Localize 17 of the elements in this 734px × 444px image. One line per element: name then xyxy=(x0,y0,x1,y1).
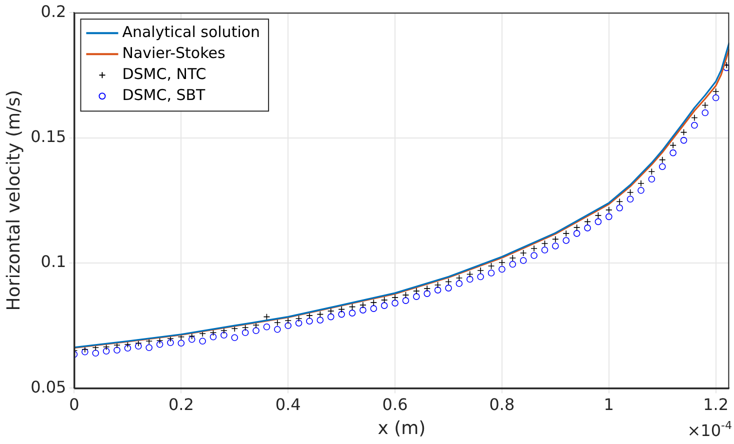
x-tick-label: 0.6 xyxy=(382,394,408,414)
x-tick-label: 1.2 xyxy=(703,394,729,414)
x-tick-label: 0 xyxy=(69,394,80,414)
legend-label: DSMC, SBT xyxy=(122,86,206,104)
y-tick-label: 0.15 xyxy=(30,126,66,146)
legend-label: DSMC, NTC xyxy=(122,64,206,83)
legend-label: Analytical solution xyxy=(122,22,260,41)
y-tick-label: 0.1 xyxy=(40,252,66,272)
x-tick-label: 1 xyxy=(604,394,614,414)
x-tick-label: 0.2 xyxy=(168,394,194,414)
x-tick-label: 0.4 xyxy=(275,394,301,414)
legend-label: Navier-Stokes xyxy=(122,44,226,62)
y-tick-label: 0.2 xyxy=(40,2,66,21)
y-tick-label: 0.05 xyxy=(30,377,66,396)
y-axis-title: Horizontal velocity (m/s) xyxy=(3,90,24,311)
x-tick-label: 0.8 xyxy=(489,394,515,414)
x-axis-title: x (m) xyxy=(378,418,426,439)
